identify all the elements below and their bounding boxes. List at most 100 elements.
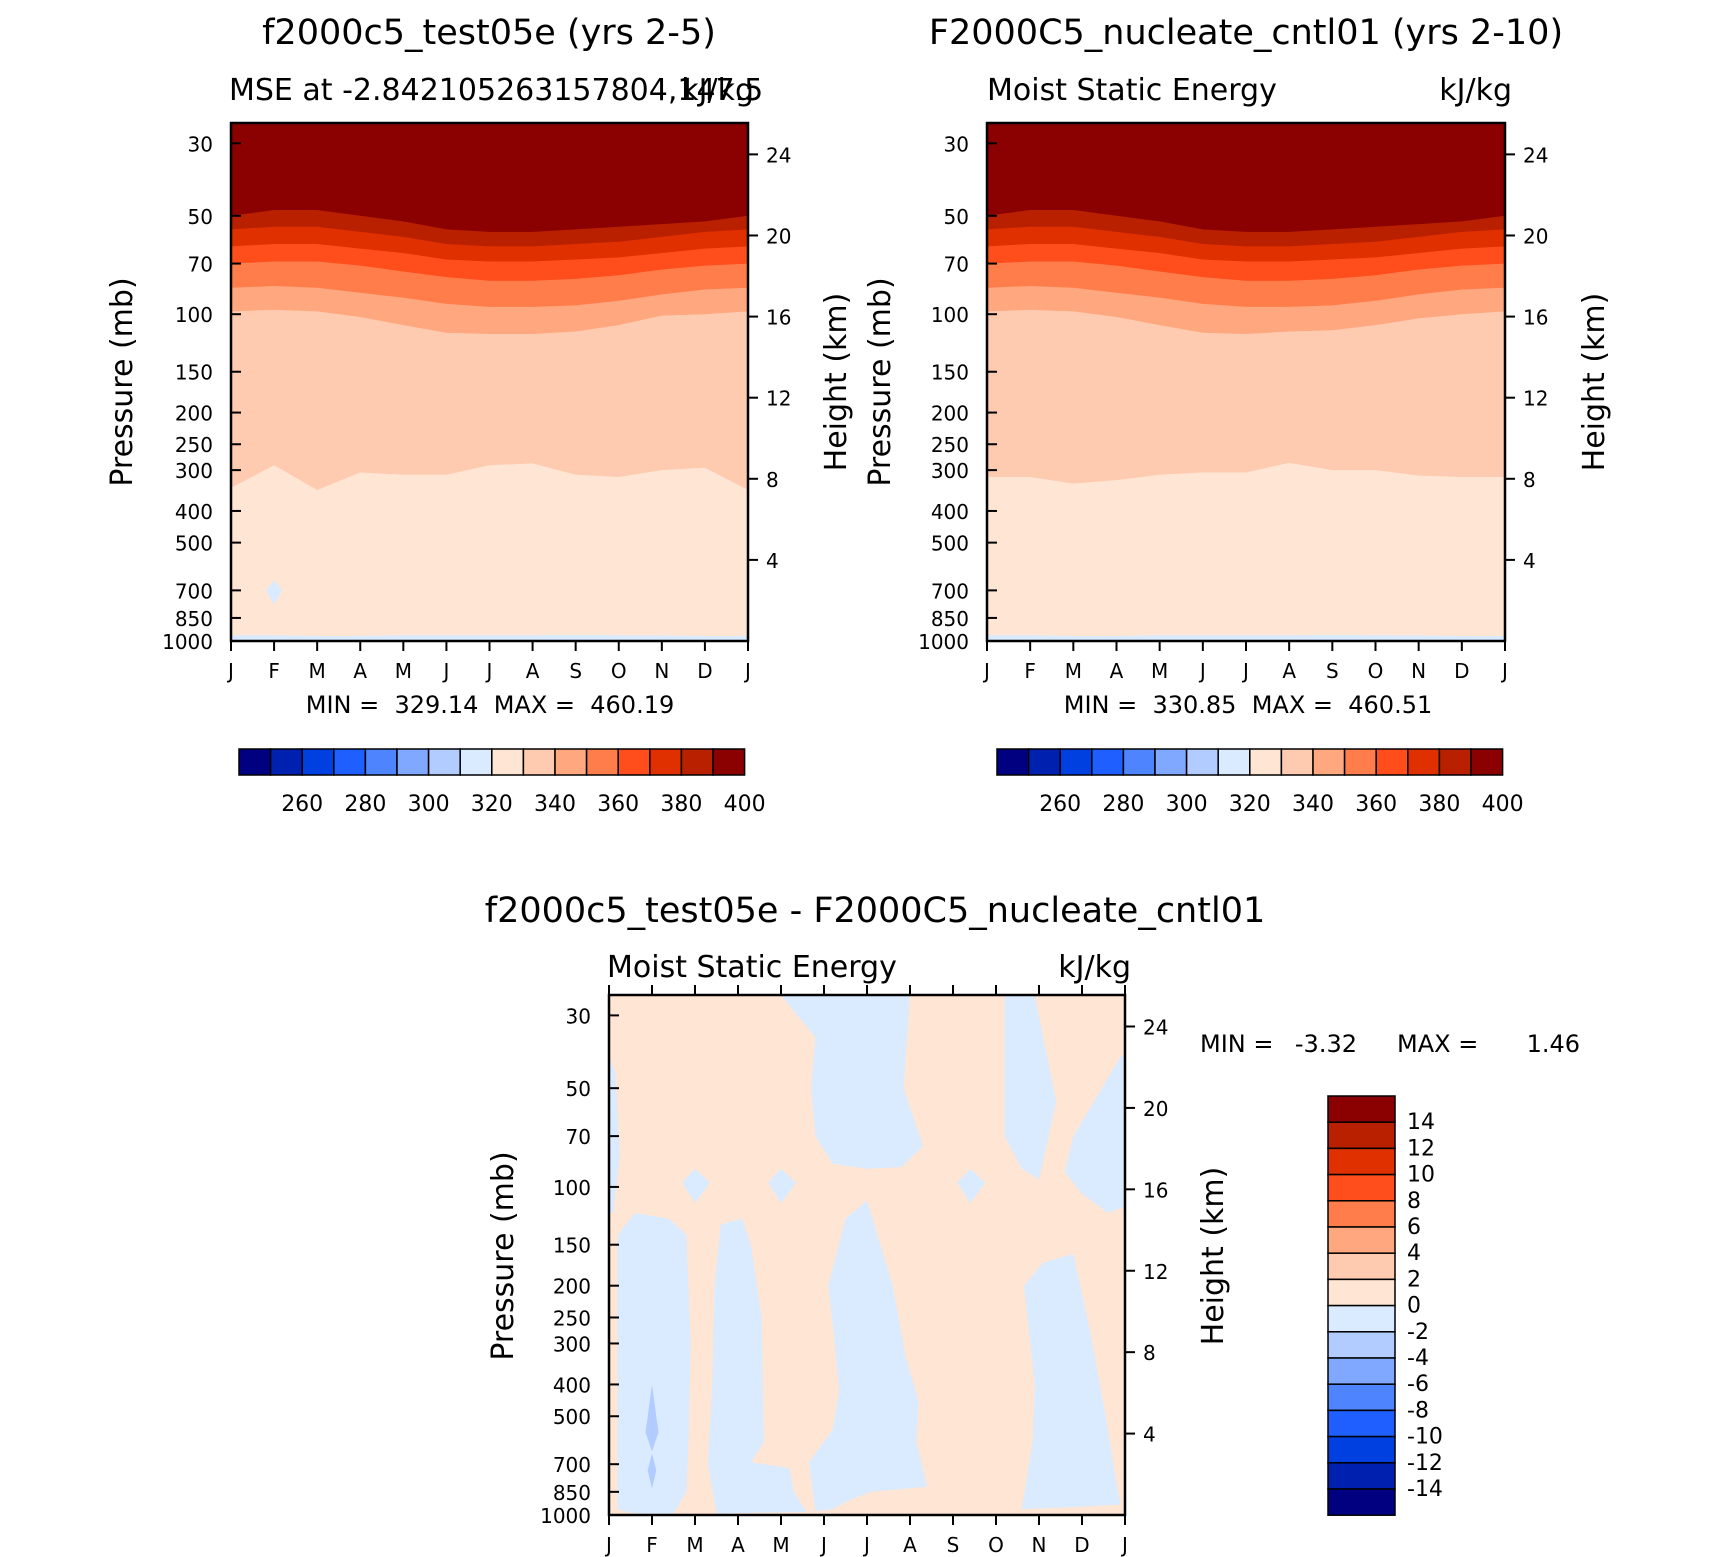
colorbar-label: 400: [724, 792, 766, 817]
y2-tick-label: 20: [1523, 224, 1548, 248]
y2-tick-label: 8: [1523, 468, 1536, 492]
panel1-subtitle-left: MSE at -2.842105263157804,147.5: [229, 73, 763, 108]
x-tick-label: N: [1411, 659, 1426, 683]
panel3-max-value: 1.46: [1527, 1030, 1580, 1058]
panel1-y2label: Height (km): [819, 293, 854, 472]
y2-tick-label: 12: [1523, 387, 1548, 411]
y-tick-label: 250: [553, 1306, 591, 1330]
y-tick-label: 250: [175, 433, 213, 457]
panel2-subtitle-left: Moist Static Energy: [987, 73, 1277, 108]
colorbar-swatch: [617, 748, 651, 776]
x-tick-label: A: [903, 1533, 917, 1557]
y-tick-label: 50: [944, 205, 969, 229]
x-tick-label: O: [988, 1533, 1004, 1557]
panel-cntl01: F2000C5_nucleate_cntl01 (yrs 2-10) Moist…: [863, 13, 1612, 817]
colorbar-label: 320: [471, 792, 513, 817]
y-tick-label: 150: [931, 361, 969, 385]
contour-neg-region: [682, 1168, 711, 1204]
y2-tick-label: 24: [766, 143, 791, 167]
colorbar-swatch: [1154, 748, 1188, 776]
x-tick-label: M: [686, 1533, 703, 1557]
panel3-max-label: MAX =: [1397, 1030, 1478, 1058]
y-tick-label: 70: [944, 253, 969, 277]
colorbar-swatch: [1407, 748, 1441, 776]
y-tick-label: 50: [566, 1077, 591, 1101]
y-tick-label: 500: [175, 532, 213, 556]
x-tick-label: F: [268, 659, 280, 683]
contour-band-330: [231, 634, 748, 641]
y2-tick-label: 4: [766, 549, 779, 573]
x-tick-label: D: [1454, 659, 1469, 683]
x-tick-label: S: [1326, 659, 1339, 683]
colorbar-swatch: [554, 748, 588, 776]
colorbar-swatch: [1470, 748, 1504, 776]
contour-band-340: [987, 462, 1505, 641]
plot-frame: [229, 121, 750, 643]
x-tick-label: S: [947, 1533, 960, 1557]
y-tick-label: 300: [175, 459, 213, 483]
y-tick-label: 850: [553, 1481, 591, 1505]
colorbar-swatch: [1091, 748, 1125, 776]
colorbar-swatch: [427, 748, 461, 776]
y2-tick-label: 16: [766, 306, 791, 330]
y2-tick-label: 20: [1143, 1097, 1168, 1121]
x-tick-label: M: [309, 659, 326, 683]
colorbar-swatch: [1122, 748, 1156, 776]
colorbar-label: 400: [1482, 792, 1524, 817]
x-tick-label: J: [226, 659, 234, 683]
y2-tick-label: 8: [1143, 1341, 1156, 1365]
colorbar-label: 280: [1102, 792, 1144, 817]
y2-tick-label: 20: [766, 224, 791, 248]
x-tick-label: J: [819, 1533, 827, 1557]
colorbar-label: 360: [1355, 792, 1397, 817]
x-tick-label: F: [1024, 659, 1036, 683]
x-tick-label: J: [604, 1533, 612, 1557]
colorbar-label: 10: [1407, 1163, 1435, 1188]
colorbar-label: -14: [1407, 1477, 1443, 1502]
colorbar-swatch: [680, 748, 714, 776]
colorbar-swatch: [1327, 1357, 1396, 1385]
x-tick-label: S: [569, 659, 582, 683]
colorbar-swatch: [1027, 748, 1061, 776]
y-tick-label: 100: [553, 1176, 591, 1200]
panel1-minmax: MIN = 329.14 MAX = 460.19: [306, 691, 675, 719]
panel3-subtitle-left: Moist Static Energy: [607, 950, 897, 985]
panel3-y2label: Height (km): [1196, 1167, 1231, 1346]
colorbar-swatch: [301, 748, 335, 776]
x-tick-label: J: [982, 659, 990, 683]
colorbar-label: -8: [1407, 1398, 1429, 1423]
colorbar-swatch: [1327, 1173, 1396, 1202]
y2-tick-label: 4: [1523, 549, 1536, 573]
x-tick-label: J: [862, 1533, 870, 1557]
panel2-title: F2000C5_nucleate_cntl01 (yrs 2-10): [929, 13, 1563, 53]
contour-band-330: [987, 634, 1505, 641]
plot-frame: [607, 993, 1127, 1517]
x-tick-label: M: [1151, 659, 1168, 683]
panel1-colorbar: 260 280 300 320 340 360 380 400: [238, 748, 766, 817]
y2-tick-label: 4: [1143, 1423, 1156, 1447]
y-tick-label: 1000: [918, 630, 969, 654]
colorbar-label: 0: [1407, 1294, 1421, 1319]
colorbar-label: 320: [1229, 792, 1271, 817]
y-tick-label: 300: [553, 1332, 591, 1356]
x-tick-label: N: [1032, 1533, 1047, 1557]
y-tick-label: 1000: [540, 1504, 591, 1528]
y2-tick-label: 12: [1143, 1260, 1168, 1284]
contour-neg-region: [957, 1168, 986, 1204]
colorbar-swatch: [396, 748, 430, 776]
panel3-contour-plot: [609, 995, 1125, 1515]
panel2-subtitle-right: kJ/kg: [1439, 73, 1512, 108]
y-tick-label: 150: [175, 361, 213, 385]
colorbar-swatch: [1327, 1304, 1396, 1333]
y2-tick-label: 12: [766, 387, 791, 411]
colorbar-swatch: [333, 748, 367, 776]
y2-tick-label: 24: [1143, 1016, 1168, 1040]
colorbar-label: 12: [1407, 1136, 1435, 1161]
x-tick-label: A: [353, 659, 367, 683]
y-tick-label: 70: [566, 1125, 591, 1149]
y-tick-label: 30: [566, 1004, 591, 1028]
colorbar-label: 2: [1407, 1267, 1421, 1292]
